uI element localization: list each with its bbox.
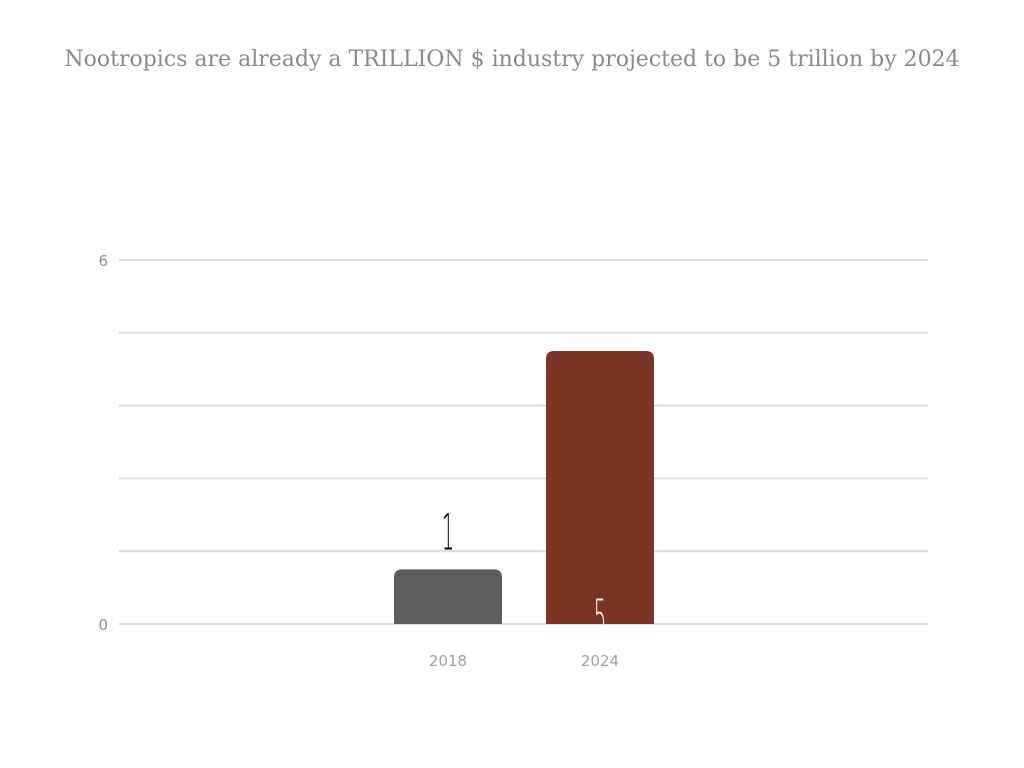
- bar-2024: [546, 351, 654, 624]
- y-tick-label: 0: [98, 616, 108, 634]
- data-label-group: 1: [442, 503, 455, 561]
- data-label-group: 5: [594, 589, 607, 647]
- x-tick-label: 2018: [429, 652, 467, 670]
- data-label: 5: [594, 589, 607, 647]
- data-label: 1: [442, 503, 455, 561]
- x-tick-label: 2024: [581, 652, 619, 670]
- y-tick-label: 6: [98, 252, 108, 270]
- bar-2018: [394, 569, 502, 624]
- chart-title: Nootropics are already a TRILLION $ indu…: [64, 47, 960, 72]
